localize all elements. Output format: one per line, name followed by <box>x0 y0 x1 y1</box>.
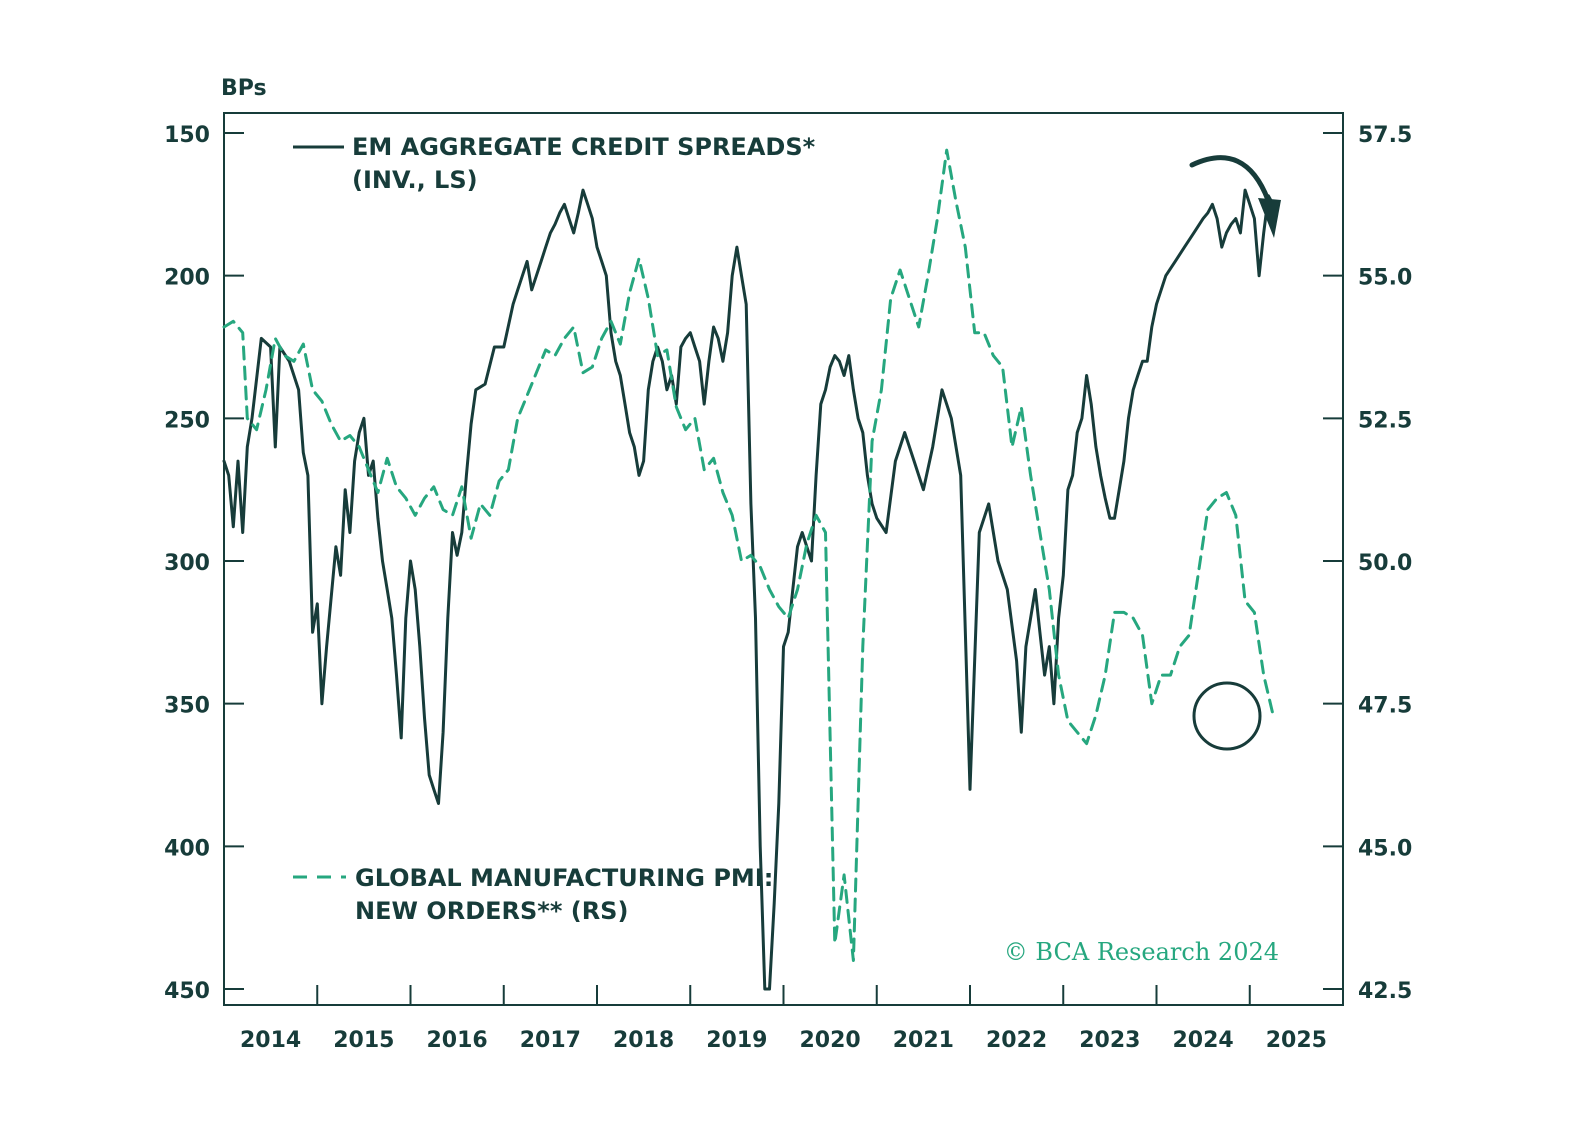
right-tick-label: 42.5 <box>1358 979 1412 1004</box>
right-tick-label: 57.5 <box>1358 123 1412 148</box>
x-tick-label: 2018 <box>613 1028 674 1053</box>
x-tick-label: 2016 <box>427 1028 488 1053</box>
arrow-head-icon <box>1258 198 1281 238</box>
x-tick-label: 2020 <box>800 1028 861 1053</box>
series-line-em-spreads <box>222 188 1275 991</box>
left-tick-label: 200 <box>164 266 210 291</box>
left-tick-label: 400 <box>164 836 210 861</box>
left-tick-label: 250 <box>164 408 210 433</box>
right-tick-label: 55.0 <box>1358 266 1412 291</box>
legend-em-spreads-line2: (INV., LS) <box>352 166 478 194</box>
x-tick-label: 2024 <box>1173 1028 1234 1053</box>
right-axis: 57.5 55.0 52.5 50.0 47.5 45.0 42.5 <box>1323 123 1412 1004</box>
legend-em-spreads: EM AGGREGATE CREDIT SPREADS* (INV., LS) <box>293 133 816 194</box>
x-tick-label: 2023 <box>1079 1028 1140 1053</box>
left-tick-label: 350 <box>164 694 210 719</box>
x-axis: 2014 2015 2016 2017 2018 2019 2020 2021 2022 2023… <box>240 985 1327 1053</box>
right-tick-label: 47.5 <box>1358 694 1412 719</box>
legend-pmi-line1: GLOBAL MANUFACTURING PMI: <box>355 864 773 892</box>
series-layer <box>222 148 1275 991</box>
right-tick-label: 50.0 <box>1358 551 1412 576</box>
x-tick-label: 2019 <box>706 1028 767 1053</box>
right-tick-label: 52.5 <box>1358 408 1412 433</box>
x-tick-label: 2015 <box>333 1028 394 1053</box>
right-tick-label: 45.0 <box>1358 836 1412 861</box>
pmi-latest-highlight-circle <box>1192 681 1262 751</box>
legend-em-spreads-line1: EM AGGREGATE CREDIT SPREADS* <box>352 133 816 161</box>
left-tick-label: 300 <box>164 551 210 576</box>
x-tick-label: 2017 <box>520 1028 581 1053</box>
x-tick-label: 2022 <box>986 1028 1047 1053</box>
x-tick-label: 2021 <box>893 1028 954 1053</box>
copyright-text: © BCA Research 2024 <box>1004 938 1279 966</box>
left-axis-unit-label: BPs <box>221 76 267 101</box>
legend-pmi: GLOBAL MANUFACTURING PMI: NEW ORDERS** (… <box>293 864 773 925</box>
curved-arrow-down-icon <box>1189 155 1271 203</box>
legend-pmi-line2: NEW ORDERS** (RS) <box>355 897 628 925</box>
left-tick-label: 450 <box>164 979 210 1004</box>
x-tick-label: 2014 <box>240 1028 301 1053</box>
series-line-pmi-new-orders <box>222 148 1275 962</box>
left-axis: 150 200 250 300 350 400 450 <box>164 123 244 1004</box>
left-tick-label: 150 <box>164 123 210 148</box>
x-tick-label: 2025 <box>1266 1028 1327 1053</box>
